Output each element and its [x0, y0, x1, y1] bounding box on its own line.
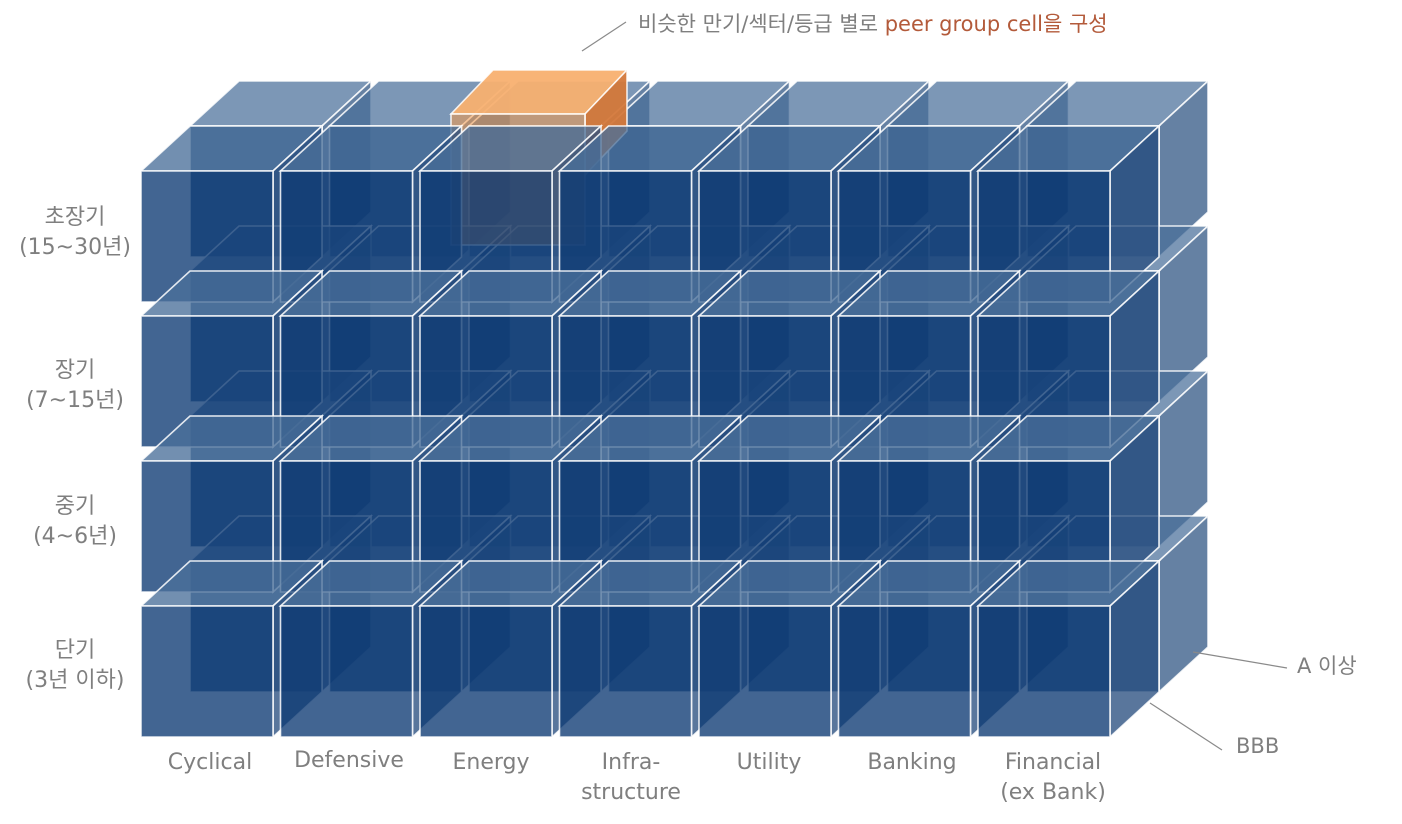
cube-front-face	[558, 605, 693, 738]
row-label-mid: 중기 (4~6년)	[0, 492, 150, 552]
column-label-line1: Banking	[867, 750, 957, 775]
grade-leader-line-bbb	[1149, 702, 1223, 751]
column-label-financial: Financial (ex Bank)	[973, 748, 1133, 808]
column-label-utility: Utility	[689, 748, 849, 778]
column-label-line2: (ex Bank)	[1000, 780, 1106, 805]
column-label-line1: Defensive	[294, 748, 404, 773]
row-label-line1: 초장기	[44, 205, 106, 230]
row-label-line2: (3년 이하)	[25, 668, 125, 693]
front-cube-cell	[557, 124, 743, 304]
cube-front-face	[279, 605, 414, 738]
callout-text: 비슷한 만기/섹터/등급 별로 peer group cell을 구성	[638, 8, 1108, 38]
cube-front-face	[837, 605, 972, 738]
cube-front-face	[140, 605, 274, 738]
column-label-line1: Cyclical	[167, 750, 253, 775]
row-label-ultra-long: 초장기 (15~30년)	[0, 203, 150, 263]
front-cube-cell	[557, 414, 743, 594]
callout-main: 비슷한 만기/섹터/등급 별로	[638, 12, 885, 36]
callout-leader-line	[581, 21, 627, 52]
column-label-line1: Utility	[736, 750, 802, 775]
row-label-long: 장기 (7~15년)	[0, 356, 150, 416]
row-label-short: 단기 (3년 이하)	[0, 636, 150, 696]
column-label-line1: Energy	[452, 750, 530, 775]
cube-front-face	[977, 605, 1111, 738]
grade-label-a-or-above: A 이상	[1297, 654, 1357, 678]
column-label-line1: Financial	[1004, 750, 1102, 775]
row-label-line2: (15~30년)	[19, 235, 131, 260]
column-label-energy: Energy	[411, 748, 571, 778]
column-label-line2: structure	[581, 780, 681, 805]
row-label-line1: 단기	[54, 638, 96, 663]
callout-highlight: peer group cell을 구성	[884, 12, 1108, 36]
column-label-infrastructure: Infra- structure	[551, 748, 711, 808]
row-label-line1: 중기	[54, 494, 96, 519]
column-label-defensive: Defensive	[269, 746, 429, 776]
column-label-line1: Infra-	[601, 750, 661, 775]
cube-front-face	[419, 605, 553, 738]
row-label-line2: (4~6년)	[33, 524, 117, 549]
front-cube-cell	[975, 559, 1162, 739]
row-label-line1: 장기	[54, 358, 96, 383]
front-cube-cell	[975, 269, 1162, 449]
row-label-line2: (7~15년)	[26, 388, 124, 413]
grade-label-bbb: BBB	[1236, 734, 1280, 758]
column-label-cyclical: Cyclical	[130, 748, 290, 778]
cube-front-face	[698, 605, 832, 738]
front-cube-cell	[975, 124, 1162, 304]
grade-leader-line-a	[1192, 651, 1288, 669]
column-label-banking: Banking	[832, 748, 992, 778]
